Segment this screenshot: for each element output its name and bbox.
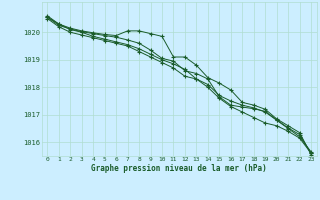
X-axis label: Graphe pression niveau de la mer (hPa): Graphe pression niveau de la mer (hPa): [91, 164, 267, 173]
